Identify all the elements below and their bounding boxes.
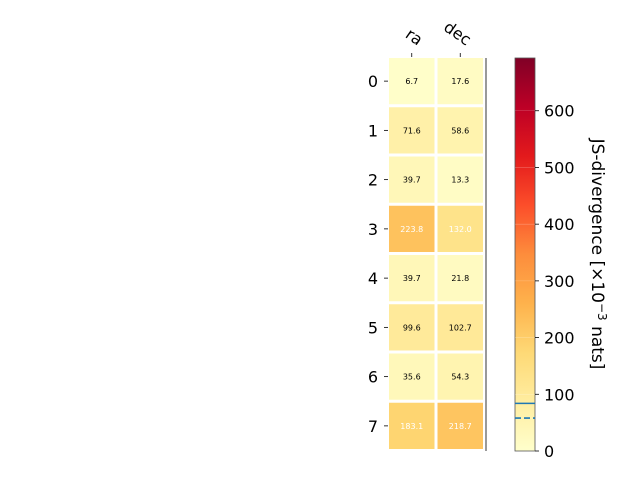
heatmap-cell-3-ra [389,205,435,252]
cell-value-label: 54.3 [451,373,469,382]
row-tick-label: 2 [368,171,378,190]
row-tick-label: 6 [368,368,378,387]
heatmap-cell-7-dec [437,402,483,449]
row-tick-label: 5 [368,318,378,337]
cell-value-label: 35.6 [403,373,421,382]
colorbar-tick-label: 400 [544,215,575,234]
row-tick-labels: 0 1 2 3 4 5 6 7 [368,72,388,436]
cell-value-label: 71.6 [403,126,421,135]
row-tick-label: 0 [368,72,378,91]
cell-value-label: 39.7 [403,176,421,185]
colorbar-tick-label: 0 [544,442,554,461]
row-tick-label: 3 [368,220,378,239]
heatmap-cell-5-ra [389,304,435,351]
cell-value-label: 102.7 [449,323,472,332]
heatmap-cell-4-dec [437,255,483,302]
column-tick-label: ra [402,24,426,49]
heatmap-cell-0-dec [437,58,483,105]
colorbar-label: JS-divergence [×10−3 nats] [587,138,609,370]
cell-value-label: 183.1 [400,422,423,431]
cell-value-label: 218.7 [449,422,472,431]
heatmap-cell-2-ra [389,156,435,203]
column-tick-label: dec [440,17,474,49]
heatmap-cell-2-dec [437,156,483,203]
heatmap-cell-6-ra [389,353,435,400]
cell-value-label: 58.6 [451,126,469,135]
cell-value-label: 99.6 [403,323,421,332]
cell-value-label: 21.8 [451,274,469,283]
heatmap-cell-5-dec [437,304,483,351]
colorbar-tick-label: 200 [544,329,575,348]
heatmap-cell-1-dec [437,107,483,154]
row-tick-label: 1 [368,121,378,140]
colorbar-tick-label: 600 [544,102,575,121]
colorbar-ticks: 0 100 200 300 400 500 600 [515,102,575,461]
cell-value-label: 6.7 [405,77,418,86]
heatmap-cell-1-ra [389,107,435,154]
cell-value-label: 13.3 [451,176,469,185]
row-tick-label: 4 [368,269,378,288]
heatmap-cell-4-ra [389,255,435,302]
cell-value-label: 39.7 [403,274,421,283]
cell-value-label: 132.0 [449,225,472,234]
heatmap-cell-3-dec [437,205,483,252]
heatmap-cell-6-dec [437,353,483,400]
heatmap-cells [389,58,483,449]
row-tick-label: 7 [368,417,378,436]
cell-labels: 6.7 17.6 71.6 58.6 39.7 13.3 223.8 132.0 39.7 21.… [400,77,471,431]
cell-value-label: 223.8 [400,225,423,234]
colorbar-tick-label: 100 [544,385,575,404]
heatmap-cell-7-ra [389,402,435,449]
colorbar [514,57,536,452]
colorbar-tick-label: 300 [544,272,575,291]
colorbar-tick-label: 500 [544,158,575,177]
heatmap-cell-0-ra [389,58,435,105]
column-tick-labels: ra dec [402,17,475,57]
colorbar-reference-lines [515,402,535,419]
cell-value-label: 17.6 [451,77,469,86]
